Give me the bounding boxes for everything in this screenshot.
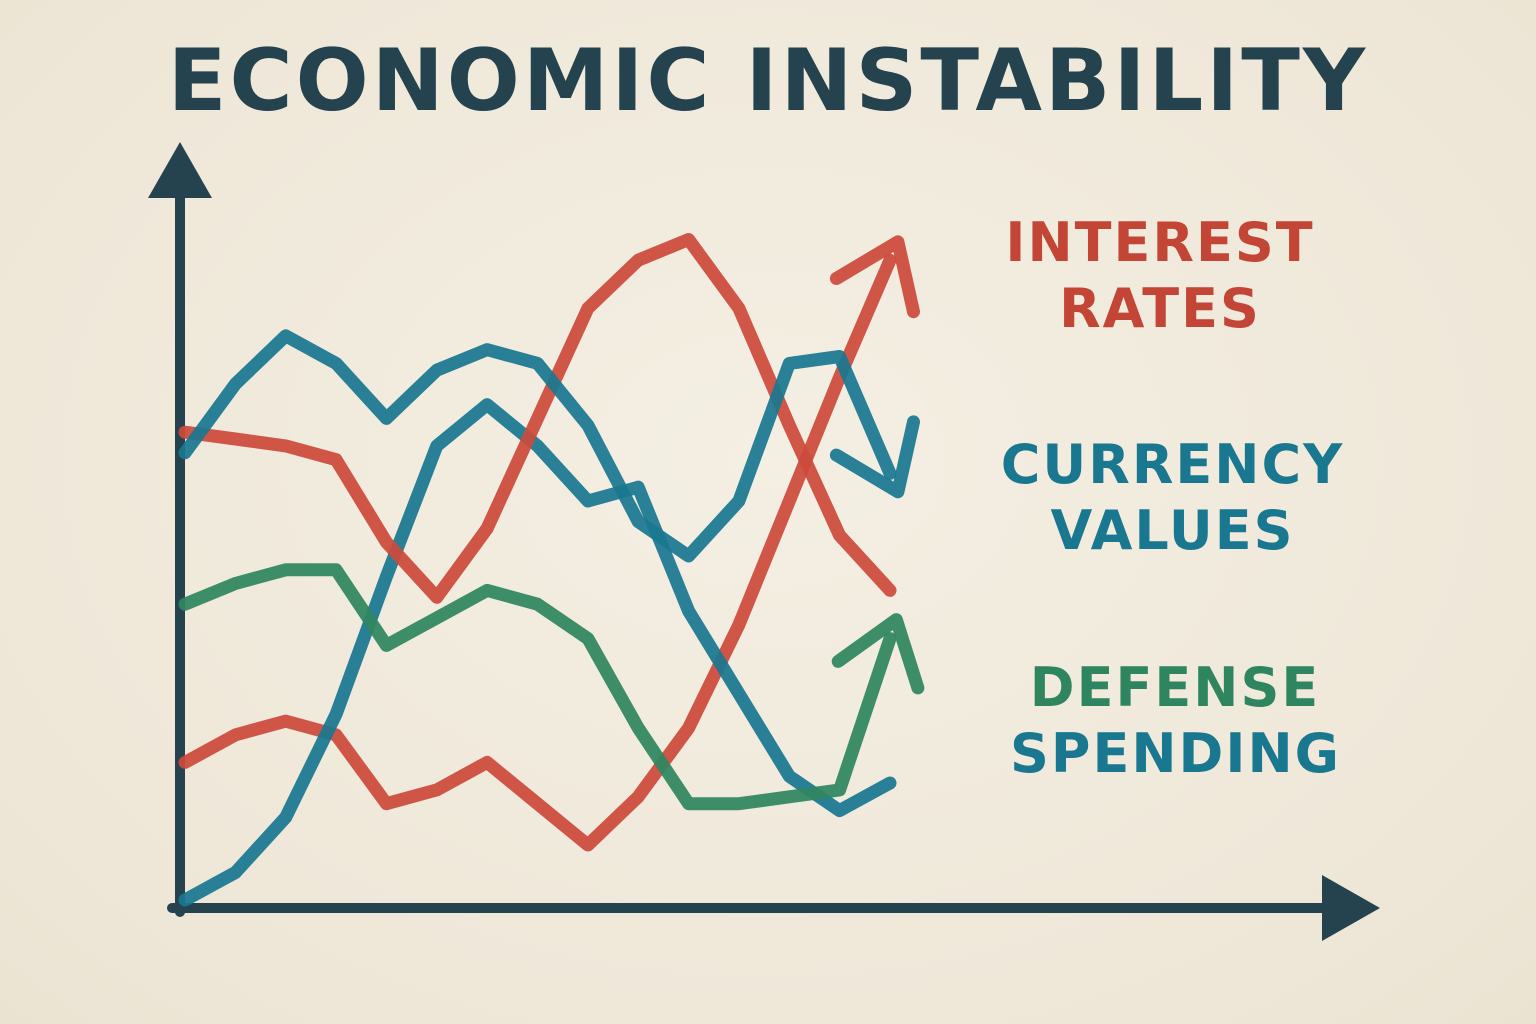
series-line-interest-rates <box>178 233 897 604</box>
series-line-currency-values <box>178 329 897 563</box>
legend-label-line: SPENDING <box>1010 721 1341 785</box>
legend-label-interest-rates: INTEREST RATES <box>1000 210 1320 342</box>
series-line-defense-spending <box>178 563 897 811</box>
legend-label-defense-spending: DEFENSE SPENDING <box>1010 655 1340 787</box>
legend-label-line: CURRENCY <box>1000 433 1345 496</box>
y-axis-arrowhead <box>148 142 212 198</box>
legend-label-line: VALUES <box>1050 498 1295 562</box>
legend-label-line: INTEREST <box>1005 211 1315 274</box>
chart-axes <box>148 142 1380 941</box>
extra-line-2 <box>178 398 897 907</box>
series-arrowhead-defense-spending <box>831 613 925 695</box>
x-axis-arrowhead <box>1322 875 1380 941</box>
legend-label-line: DEFENSE <box>1029 656 1321 719</box>
legend-label-currency-values: CURRENCY VALUES <box>995 432 1350 564</box>
chart-title: ECONOMIC INSTABILITY <box>167 31 1369 131</box>
legend-label-line: RATES <box>1059 276 1261 340</box>
chart-lines <box>178 233 925 907</box>
extra-line-1 <box>178 253 897 852</box>
extra-line-arrowhead <box>829 235 920 319</box>
series-arrowhead-currency-values <box>829 415 920 499</box>
